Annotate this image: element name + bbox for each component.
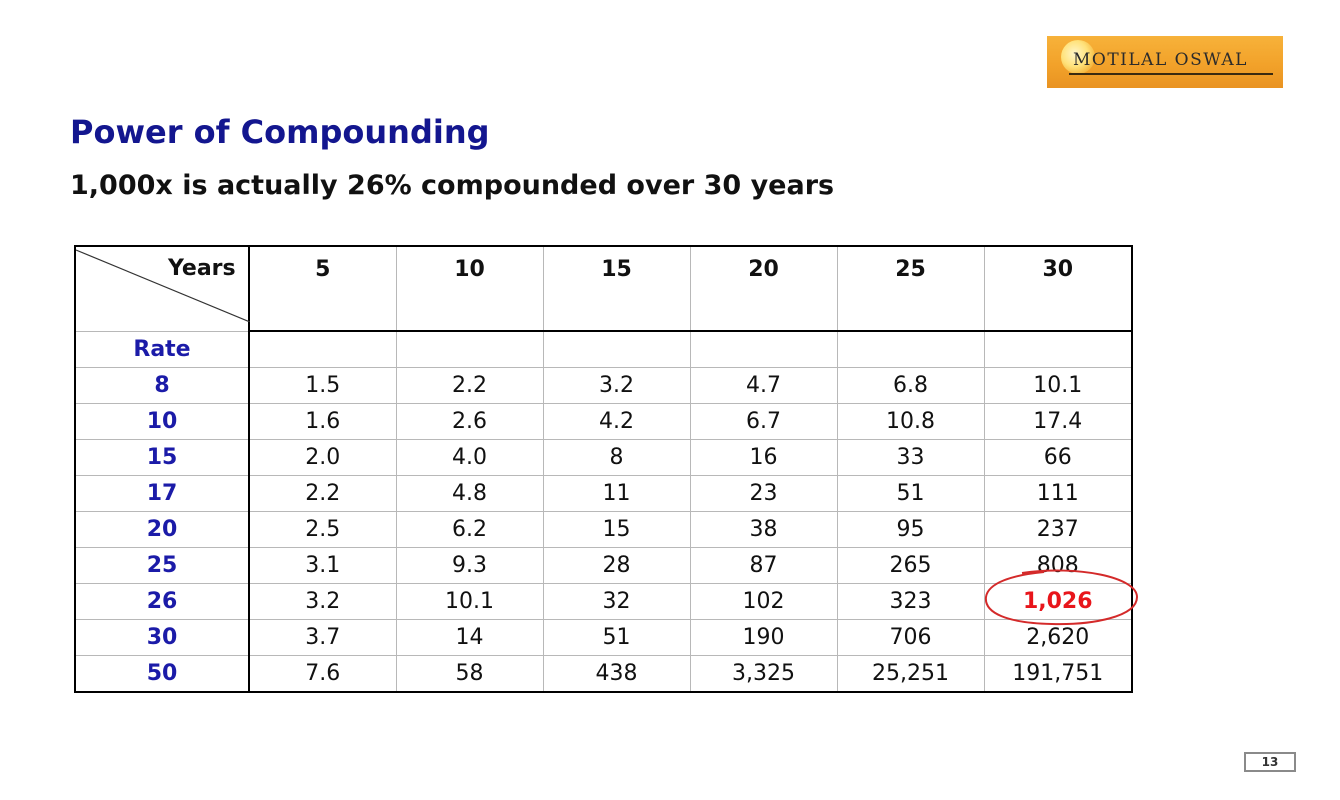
logo-text: MOTILAL OSWAL	[1073, 50, 1248, 70]
value-cell: 87	[689, 547, 838, 584]
empty-cell	[395, 330, 544, 368]
rate-cell: 25	[74, 547, 250, 584]
rate-cell: 50	[74, 655, 250, 693]
page-subtitle: 1,000x is actually 26% compounded over 3…	[70, 170, 835, 201]
value-cell: 2.6	[395, 403, 544, 440]
value-cell: 2.2	[248, 475, 397, 512]
empty-cell	[248, 330, 397, 368]
motilal-oswal-logo: MOTILAL OSWAL	[1047, 36, 1283, 88]
value-cell: 323	[836, 583, 985, 620]
value-cell: 2.5	[248, 511, 397, 548]
logo-underline	[1069, 73, 1273, 75]
table-row: 25 3.1 9.3 28 87 265 808	[74, 547, 1133, 584]
header-row: Years 5 10 15 20 25 30	[74, 245, 1133, 332]
value-cell: 9.3	[395, 547, 544, 584]
empty-cell	[836, 330, 985, 368]
value-cell: 10.8	[836, 403, 985, 440]
table-row: 8 1.5 2.2 3.2 4.7 6.8 10.1	[74, 367, 1133, 404]
column-header: 5	[248, 245, 397, 332]
value-cell: 1.5	[248, 367, 397, 404]
rate-cell: 17	[74, 475, 250, 512]
page-title: Power of Compounding	[70, 113, 490, 151]
value-cell: 102	[689, 583, 838, 620]
value-cell: 2.0	[248, 439, 397, 476]
value-cell: 6.7	[689, 403, 838, 440]
value-cell: 190	[689, 619, 838, 656]
value-cell: 10.1	[983, 367, 1133, 404]
value-cell: 2,620	[983, 619, 1133, 656]
value-cell: 3.2	[542, 367, 691, 404]
compounding-table: Years 5 10 15 20 25 30 Rate 8 1.5 2.2 3.2 4.…	[74, 245, 1133, 693]
value-cell: 3.7	[248, 619, 397, 656]
table-row: 17 2.2 4.8 11 23 51 111	[74, 475, 1133, 512]
sun-icon	[1061, 40, 1095, 74]
value-cell: 51	[542, 619, 691, 656]
table-row: 26 3.2 10.1 32 102 323 1,026	[74, 583, 1133, 620]
rate-cell: 26	[74, 583, 250, 620]
corner-diagonal	[76, 249, 250, 322]
value-cell: 191,751	[983, 655, 1133, 693]
column-header: 10	[395, 245, 544, 332]
value-cell: 51	[836, 475, 985, 512]
value-cell: 3,325	[689, 655, 838, 693]
value-cell: 16	[689, 439, 838, 476]
value-cell: 17.4	[983, 403, 1133, 440]
empty-cell	[542, 330, 691, 368]
value-cell: 3.1	[248, 547, 397, 584]
empty-cell	[689, 330, 838, 368]
value-cell: 33	[836, 439, 985, 476]
corner-cell: Years	[74, 245, 250, 332]
value-cell: 23	[689, 475, 838, 512]
value-cell: 32	[542, 583, 691, 620]
value-cell: 6.2	[395, 511, 544, 548]
value-cell: 1.6	[248, 403, 397, 440]
value-cell: 3.2	[248, 583, 397, 620]
rate-cell: 30	[74, 619, 250, 656]
corner-rate-label: Rate	[74, 330, 250, 368]
table-row: 15 2.0 4.0 8 16 33 66	[74, 439, 1133, 476]
value-cell: 4.7	[689, 367, 838, 404]
value-cell: 28	[542, 547, 691, 584]
table-row: 30 3.7 14 51 190 706 2,620	[74, 619, 1133, 656]
value-cell: 111	[983, 475, 1133, 512]
value-cell: 7.6	[248, 655, 397, 693]
value-cell: 6.8	[836, 367, 985, 404]
corner-years-label: Years	[168, 256, 236, 281]
column-header: 25	[836, 245, 985, 332]
table-row: 50 7.6 58 438 3,325 25,251 191,751	[74, 655, 1133, 693]
column-header: 15	[542, 245, 691, 332]
value-cell: 2.2	[395, 367, 544, 404]
value-cell: 8	[542, 439, 691, 476]
table-row: 10 1.6 2.6 4.2 6.7 10.8 17.4	[74, 403, 1133, 440]
rate-cell: 8	[74, 367, 250, 404]
value-cell: 4.2	[542, 403, 691, 440]
table-row: 20 2.5 6.2 15 38 95 237	[74, 511, 1133, 548]
value-cell: 58	[395, 655, 544, 693]
value-cell: 265	[836, 547, 985, 584]
value-cell: 4.8	[395, 475, 544, 512]
highlighted-value-cell: 1,026	[983, 583, 1133, 620]
value-cell: 14	[395, 619, 544, 656]
value-cell: 4.0	[395, 439, 544, 476]
rate-cell: 15	[74, 439, 250, 476]
rate-cell: 20	[74, 511, 250, 548]
value-cell: 25,251	[836, 655, 985, 693]
value-cell: 15	[542, 511, 691, 548]
rate-cell: 10	[74, 403, 250, 440]
value-cell: 38	[689, 511, 838, 548]
value-cell: 95	[836, 511, 985, 548]
value-cell: 66	[983, 439, 1133, 476]
column-header: 20	[689, 245, 838, 332]
column-header: 30	[983, 245, 1133, 332]
empty-cell	[983, 330, 1133, 368]
value-cell: 706	[836, 619, 985, 656]
rate-label-row: Rate	[74, 330, 1133, 368]
value-cell: 237	[983, 511, 1133, 548]
value-cell: 438	[542, 655, 691, 693]
value-cell: 10.1	[395, 583, 544, 620]
value-cell: 11	[542, 475, 691, 512]
page-number: 13	[1244, 752, 1296, 772]
value-cell: 808	[983, 547, 1133, 584]
